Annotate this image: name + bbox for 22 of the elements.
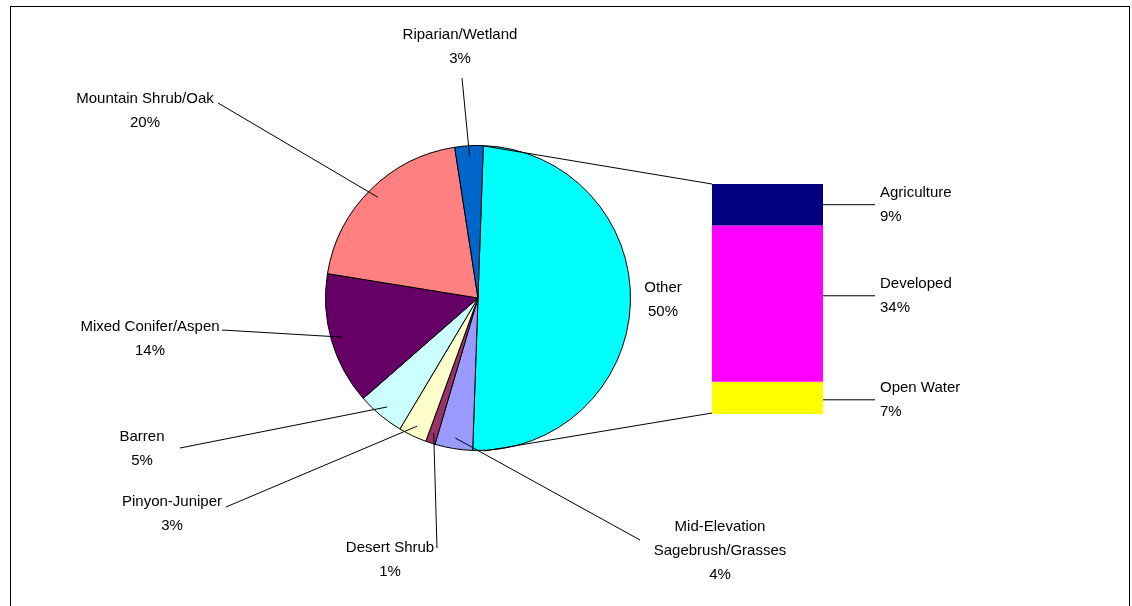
data-label: 3% bbox=[161, 516, 183, 534]
data-label: 4% bbox=[709, 565, 731, 583]
slice-label: Mountain Shrub/Oak bbox=[76, 89, 215, 107]
data-label: 14% bbox=[134, 341, 166, 359]
slice-label: Mixed Conifer/Aspen bbox=[80, 317, 220, 335]
data-label: 1% bbox=[379, 562, 401, 580]
slice-label: Barren bbox=[119, 427, 165, 445]
slice-label: Desert Shrub bbox=[345, 538, 435, 556]
data-label: 3% bbox=[449, 49, 471, 67]
slice-label: Mid-Elevation Sagebrush/Grasses bbox=[653, 517, 787, 559]
data-label: 20% bbox=[129, 113, 161, 131]
data-label: 34% bbox=[880, 297, 911, 315]
data-label: 5% bbox=[131, 451, 153, 469]
text: Developed bbox=[880, 273, 952, 291]
data-label: 9% bbox=[880, 206, 902, 224]
data-label: 50% bbox=[647, 302, 679, 320]
slice-label: Other bbox=[644, 278, 682, 296]
slice-label: Riparian/Wetland bbox=[402, 25, 518, 43]
data-label: 7% bbox=[880, 401, 902, 419]
text: Open Water bbox=[880, 377, 961, 395]
slice-label: Pinyon-Juniper bbox=[121, 492, 223, 510]
text: Agriculture bbox=[880, 182, 952, 200]
